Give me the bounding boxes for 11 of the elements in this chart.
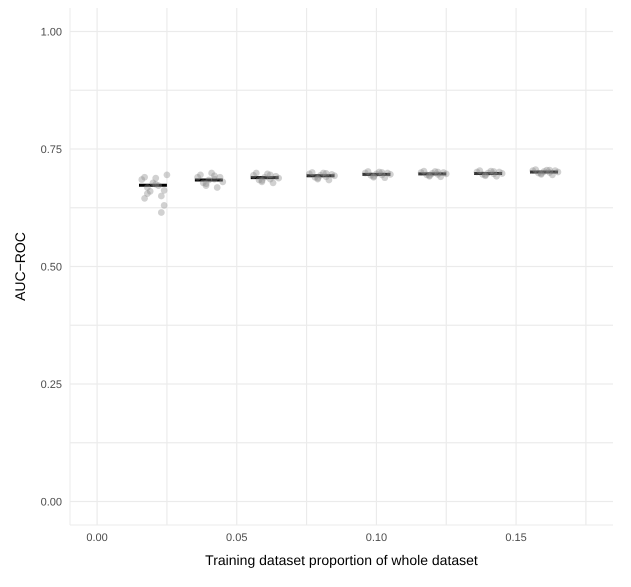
y-tick-label: 0.25 (40, 378, 62, 391)
x-tick-label: 0.05 (226, 532, 248, 544)
x-tick-label: 0.15 (505, 532, 527, 544)
y-tick-label: 1.00 (40, 26, 62, 38)
x-tick-label: 0.00 (86, 532, 108, 544)
y-tick-label: 0.00 (40, 496, 62, 508)
y-tick-label: 0.50 (40, 261, 62, 274)
y-tick-label: 0.75 (40, 144, 62, 156)
x-tick-label: 0.10 (366, 532, 388, 544)
y-axis-title: AUC−ROC (12, 232, 28, 301)
x-axis-title: Training dataset proportion of whole dataset (205, 552, 478, 568)
